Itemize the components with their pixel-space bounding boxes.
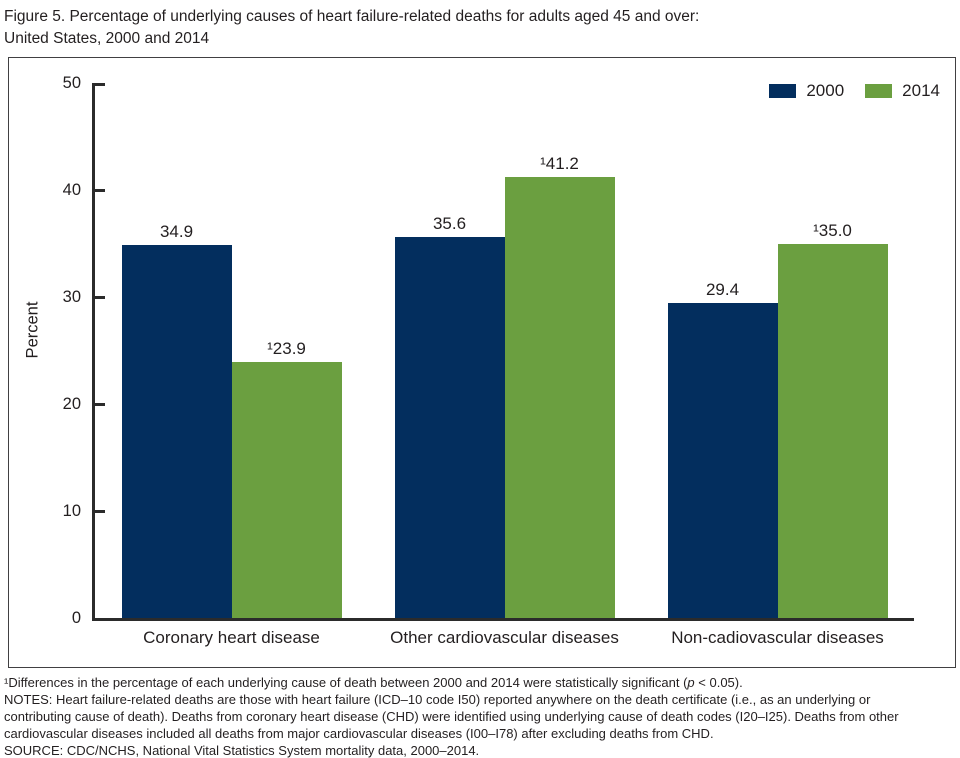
- bar-2014-group1: [231, 362, 342, 618]
- footnote-notes-line3: cardiovascular diseases included all dea…: [4, 726, 714, 741]
- footnote-significance-post: < 0.05).: [694, 675, 743, 690]
- footnote-p-symbol: p: [687, 675, 695, 690]
- legend-swatch-2000: [769, 84, 797, 98]
- footnote-source: SOURCE: CDC/NCHS, National Vital Statist…: [4, 743, 480, 758]
- y-axis-tick-50: [95, 83, 105, 86]
- bar-value-label-2000-group2: 35.6: [432, 214, 467, 234]
- bar-value-label-2014-group1: ¹23.9: [267, 339, 306, 359]
- legend-label-2000: 2000: [806, 81, 845, 100]
- legend-swatch-2014: [865, 84, 893, 98]
- figure-title: Figure 5. Percentage of underlying cause…: [4, 6, 699, 50]
- x-category-label-1: Coronary heart disease: [143, 628, 320, 647]
- x-category-label-3: Non-cadiovascular diseases: [671, 628, 884, 647]
- y-tick-label-50: 50: [62, 74, 81, 92]
- y-tick-label-40: 40: [62, 181, 81, 199]
- bar-value-label-2014-group2: ¹41.2: [540, 154, 579, 174]
- bar-2000-group3: [667, 303, 778, 618]
- bar-2014-group2: [504, 177, 615, 618]
- y-axis-label: Percent: [23, 301, 42, 359]
- footnote-notes-line1: NOTES: Heart failure-related deaths are …: [4, 692, 871, 707]
- footnote-significance: ¹Differences in the percentage of each u…: [4, 674, 899, 691]
- y-axis-tick-10: [95, 509, 105, 513]
- footnotes: ¹Differences in the percentage of each u…: [4, 674, 899, 758]
- bar-2000-group1: [121, 244, 232, 618]
- y-axis-tick-20: [95, 402, 105, 406]
- legend-item-2000: 2000: [769, 81, 844, 101]
- y-tick-label-30: 30: [62, 288, 81, 306]
- bar-2000-group2: [394, 237, 505, 618]
- bar-value-label-2000-group1: 34.9: [159, 221, 194, 241]
- legend-item-2014: 2014: [865, 81, 940, 101]
- y-axis-tick-30: [95, 295, 105, 299]
- figure-title-line1: Figure 5. Percentage of underlying cause…: [4, 8, 700, 25]
- y-tick-label-0: 0: [71, 609, 81, 627]
- footnote-significance-pre: ¹Differences in the percentage of each u…: [4, 675, 688, 690]
- footnote-notes-line2: contributing cause of death). Deaths fro…: [4, 709, 899, 724]
- x-category-label-2: Other cardiovascular diseases: [390, 628, 619, 647]
- bar-value-label-2000-group3: 29.4: [705, 280, 740, 300]
- figure-title-line2: United States, 2000 and 2014: [4, 30, 210, 47]
- y-axis-tick-40: [95, 188, 105, 192]
- plot-area: 0 10 20 30 40 50 34.9 ¹23.9 Coronary heart disea…: [63, 74, 914, 647]
- y-tick-label-10: 10: [62, 502, 81, 520]
- bar-value-label-2014-group3: ¹35.0: [813, 220, 852, 240]
- y-tick-label-20: 20: [62, 395, 81, 413]
- chart-legend: 2000 2014: [769, 81, 940, 101]
- legend-label-2014: 2014: [902, 81, 940, 100]
- bar-2014-group3: [777, 243, 888, 618]
- chart-frame: 2000 2014 Percent 0 10 20 30 40 50 34.9 ¹23.9 Cor…: [8, 57, 956, 668]
